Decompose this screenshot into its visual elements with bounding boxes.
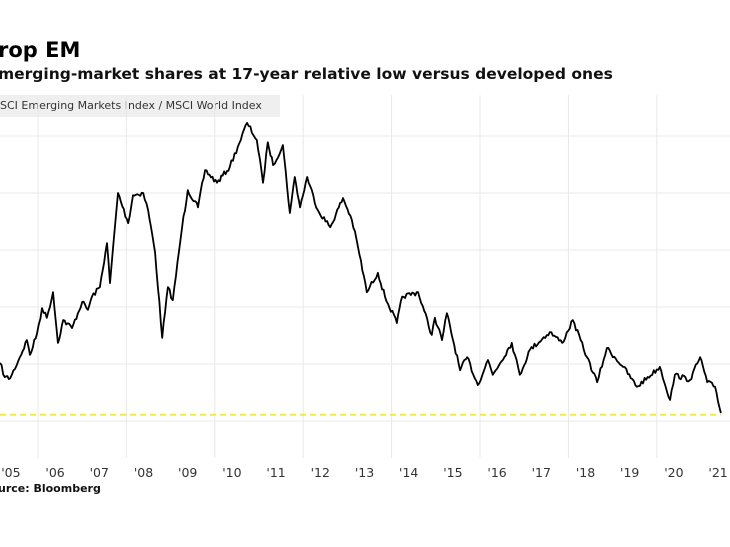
x-tick-label: '15 — [443, 465, 462, 480]
x-tick-label: '17 — [532, 465, 551, 480]
x-tick-label: '06 — [45, 465, 64, 480]
chart-subtitle: merging-market shares at 17-year relativ… — [0, 65, 613, 83]
x-tick-label: '13 — [355, 465, 374, 480]
x-tick-label: '21 — [708, 465, 727, 480]
source-note: urce: Bloomberg — [0, 482, 101, 495]
legend-item: SCI Emerging Markets Index / MSCI World … — [0, 95, 280, 117]
x-tick-label: '14 — [399, 465, 418, 480]
legend-label: SCI Emerging Markets Index / MSCI World … — [0, 99, 262, 112]
x-tick-label: '18 — [576, 465, 595, 480]
chart-title: rop EM — [0, 38, 81, 62]
x-tick-label: '05 — [1, 465, 20, 480]
x-tick-label: '16 — [487, 465, 506, 480]
x-tick-label: '11 — [266, 465, 285, 480]
x-tick-label: '07 — [90, 465, 109, 480]
series-line — [0, 122, 722, 414]
x-tick-label: '19 — [620, 465, 639, 480]
x-tick-label: '12 — [311, 465, 330, 480]
x-tick-label: '09 — [178, 465, 197, 480]
x-tick-label: '20 — [664, 465, 683, 480]
x-tick-label: '10 — [222, 465, 241, 480]
x-tick-label: '08 — [134, 465, 153, 480]
grid — [0, 95, 730, 458]
x-axis-ticks: '05 '06 '07 '08 '09 '10 '11 '12 '13 '14 '15 '16 '17 '… — [1, 465, 728, 480]
